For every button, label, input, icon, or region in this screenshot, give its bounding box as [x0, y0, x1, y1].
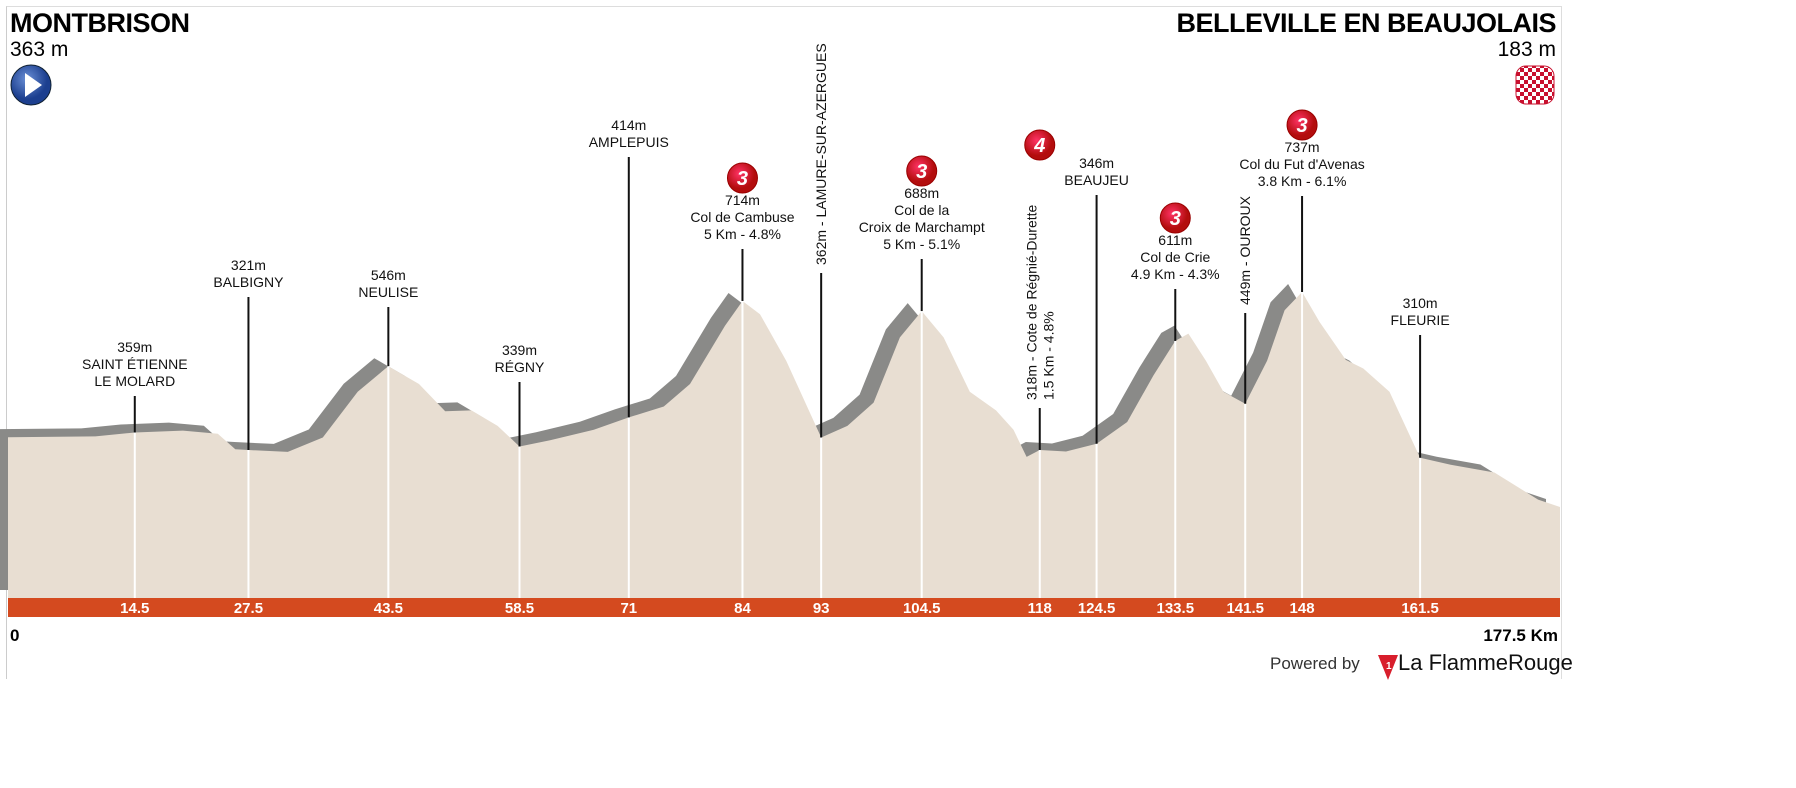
category-badge: 3 — [1286, 109, 1318, 141]
km-label: 93 — [813, 600, 830, 617]
marker-label: 546m — [371, 267, 406, 283]
start-altitude: 363 m — [10, 38, 69, 61]
badge-number: 3 — [737, 168, 748, 190]
km-label: 84 — [734, 600, 751, 617]
km-label: 124.5 — [1078, 600, 1116, 617]
axis-end-label: 177.5 Km — [1483, 626, 1558, 645]
km-label: 141.5 — [1226, 600, 1264, 617]
marker-label: 4.9 Km - 4.3% — [1131, 266, 1220, 282]
category-badge: 3 — [726, 162, 758, 194]
marker-label: 359m — [117, 339, 152, 355]
marker-label: BEAUJEU — [1064, 172, 1129, 188]
marker-label: 611m — [1158, 232, 1192, 248]
marker-label: Col de la — [894, 202, 949, 218]
category-badge: 3 — [1159, 202, 1191, 234]
marker-label: 318m - Cote de Régnié-Durette — [1023, 204, 1039, 400]
checkered-flag-icon — [1515, 65, 1555, 105]
km-label: 27.5 — [234, 600, 263, 617]
marker-label: 321m — [231, 257, 266, 273]
svg-text:1: 1 — [1386, 661, 1392, 672]
marker-label: 5 Km - 4.8% — [704, 226, 781, 242]
km-label: 58.5 — [505, 600, 534, 617]
km-label: 14.5 — [120, 600, 149, 617]
badge-circle — [1024, 129, 1056, 161]
marker-label: 3.8 Km - 6.1% — [1258, 173, 1347, 189]
marker-label: AMPLEPUIS — [589, 134, 669, 150]
marker-label: 414m — [611, 117, 646, 133]
marker-label: 310m — [1403, 295, 1438, 311]
marker-label: 1.5 Km - 4.8% — [1040, 311, 1056, 400]
badge-circle — [906, 155, 938, 187]
distance-bar — [8, 598, 1560, 617]
marker-label: Croix de Marchampt — [859, 219, 985, 235]
marker-label: 688m — [904, 185, 939, 201]
play-icon — [10, 64, 52, 106]
km-label: 161.5 — [1401, 600, 1439, 617]
badge-circle — [1286, 109, 1318, 141]
finish-city: BELLEVILLE EN BEAUJOLAIS — [1176, 8, 1556, 38]
marker-label: Col du Fut d'Avenas — [1239, 156, 1364, 172]
brand-name: La FlammeRouge — [1398, 650, 1573, 675]
km-label: 133.5 — [1157, 600, 1195, 617]
powered-by: Powered by — [1270, 654, 1360, 673]
category-badge: 4 — [1024, 129, 1056, 161]
marker-label: 737m — [1285, 139, 1320, 155]
marker-label: 362m - LAMURE-SUR-AZERGUES — [813, 43, 829, 265]
badge-number: 4 — [1033, 135, 1045, 157]
marker-label: NEULISE — [358, 284, 418, 300]
marker-label: 714m — [725, 192, 760, 208]
marker-label: BALBIGNY — [213, 274, 284, 290]
badge-circle — [726, 162, 758, 194]
axis-start-label: 0 — [10, 626, 20, 645]
km-label: 118 — [1028, 600, 1052, 617]
badge-circle — [1159, 202, 1191, 234]
km-label: 104.5 — [903, 600, 941, 617]
km-label: 71 — [620, 600, 637, 617]
badge-number: 3 — [1170, 208, 1181, 230]
marker-label: FLEURIE — [1391, 312, 1450, 328]
marker-label: RÉGNY — [495, 359, 545, 375]
badge-number: 3 — [1296, 115, 1307, 137]
marker-label: Col de Crie — [1140, 249, 1210, 265]
flamme-rouge-logo: 1 — [1378, 655, 1398, 680]
km-label: 148 — [1290, 600, 1315, 617]
chart-frame — [6, 6, 1562, 679]
marker-label: 346m — [1079, 155, 1114, 171]
marker-label: 5 Km - 5.1% — [883, 236, 960, 252]
km-label: 43.5 — [374, 600, 403, 617]
category-badge: 3 — [906, 155, 938, 187]
marker-label: 449m - OUROUX — [1237, 195, 1253, 305]
finish-altitude: 183 m — [1497, 38, 1556, 61]
profile-area — [8, 292, 1560, 598]
marker-label: Col de Cambuse — [690, 209, 794, 225]
marker-label: LE MOLARD — [94, 373, 175, 389]
badge-number: 3 — [916, 161, 927, 183]
marker-label: SAINT ÉTIENNE — [82, 356, 188, 372]
marker-label: 339m — [502, 342, 537, 358]
start-city: MONTBRISON — [10, 8, 190, 38]
